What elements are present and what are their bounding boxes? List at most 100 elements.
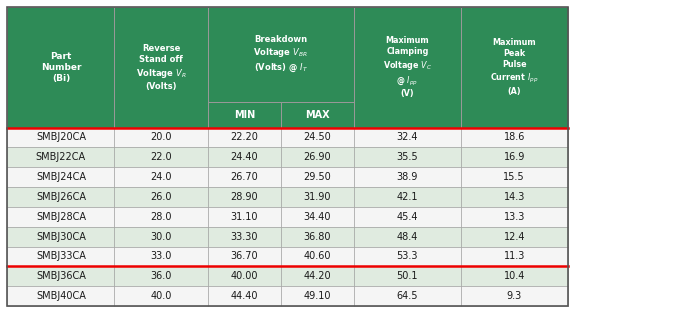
Bar: [281, 266, 354, 286]
Text: 49.10: 49.10: [304, 291, 331, 301]
Text: 35.5: 35.5: [397, 152, 418, 162]
Bar: [354, 167, 461, 187]
Bar: [461, 227, 567, 247]
Text: 42.1: 42.1: [397, 192, 418, 202]
Bar: [207, 127, 281, 147]
Text: 33.30: 33.30: [231, 232, 258, 242]
Bar: [207, 167, 281, 187]
Text: Maximum
Peak
Pulse
Current $I_{pp}$
(A): Maximum Peak Pulse Current $I_{pp}$ (A): [490, 38, 538, 96]
Text: 53.3: 53.3: [397, 251, 418, 261]
Text: 10.4: 10.4: [504, 271, 525, 281]
Bar: [354, 187, 461, 207]
Bar: [207, 187, 281, 207]
Text: 24.50: 24.50: [304, 132, 332, 142]
Text: SMBJ36CA: SMBJ36CA: [36, 271, 86, 281]
Bar: [115, 187, 207, 207]
Text: 31.90: 31.90: [304, 192, 331, 202]
Bar: [115, 247, 207, 266]
Bar: [7, 7, 115, 127]
Text: 31.10: 31.10: [231, 212, 258, 222]
Text: 24.40: 24.40: [231, 152, 258, 162]
Bar: [281, 127, 354, 147]
Text: 36.70: 36.70: [231, 251, 258, 261]
Bar: [7, 147, 115, 167]
Bar: [207, 147, 281, 167]
Bar: [281, 167, 354, 187]
Text: 28.0: 28.0: [151, 212, 172, 222]
Bar: [207, 266, 281, 286]
Bar: [354, 227, 461, 247]
Bar: [115, 167, 207, 187]
Text: 24.0: 24.0: [151, 172, 172, 182]
Text: 22.0: 22.0: [151, 152, 172, 162]
Text: 30.0: 30.0: [151, 232, 172, 242]
Bar: [281, 187, 354, 207]
Bar: [281, 207, 354, 227]
Bar: [7, 167, 115, 187]
Bar: [207, 7, 354, 102]
Bar: [354, 247, 461, 266]
Text: 36.0: 36.0: [151, 271, 172, 281]
Bar: [354, 127, 461, 147]
Text: 28.90: 28.90: [231, 192, 258, 202]
Text: SMBJ40CA: SMBJ40CA: [36, 291, 86, 301]
Text: 29.50: 29.50: [304, 172, 332, 182]
Bar: [7, 227, 115, 247]
Bar: [207, 286, 281, 306]
Bar: [207, 207, 281, 227]
Bar: [461, 207, 567, 227]
Text: 12.4: 12.4: [504, 232, 525, 242]
Text: SMBJ24CA: SMBJ24CA: [36, 172, 86, 182]
Bar: [7, 127, 115, 147]
Bar: [461, 187, 567, 207]
Text: 9.3: 9.3: [506, 291, 522, 301]
Bar: [281, 247, 354, 266]
Bar: [461, 147, 567, 167]
Bar: [7, 266, 115, 286]
Bar: [354, 7, 461, 127]
Bar: [115, 207, 207, 227]
Text: 20.0: 20.0: [151, 132, 172, 142]
Bar: [7, 7, 567, 306]
Text: Maximum
Clamping
Voltage $V_C$
@ $I_{pp}$
(V): Maximum Clamping Voltage $V_C$ @ $I_{pp}…: [383, 36, 432, 99]
Bar: [115, 227, 207, 247]
Text: MIN: MIN: [234, 110, 255, 120]
Bar: [461, 266, 567, 286]
Text: 32.4: 32.4: [397, 132, 418, 142]
Text: 14.3: 14.3: [504, 192, 525, 202]
Text: 45.4: 45.4: [397, 212, 418, 222]
Text: 26.70: 26.70: [231, 172, 258, 182]
Bar: [354, 286, 461, 306]
Text: 33.0: 33.0: [151, 251, 172, 261]
Text: 22.20: 22.20: [231, 132, 258, 142]
Text: 44.20: 44.20: [304, 271, 331, 281]
Bar: [115, 147, 207, 167]
Bar: [207, 247, 281, 266]
Text: 40.00: 40.00: [231, 271, 258, 281]
Bar: [281, 286, 354, 306]
Bar: [7, 247, 115, 266]
Bar: [281, 227, 354, 247]
Bar: [354, 207, 461, 227]
Bar: [461, 247, 567, 266]
Text: 40.0: 40.0: [151, 291, 172, 301]
Text: SMBJ22CA: SMBJ22CA: [36, 152, 86, 162]
Text: 40.60: 40.60: [304, 251, 331, 261]
Bar: [281, 147, 354, 167]
Bar: [7, 187, 115, 207]
Text: 38.9: 38.9: [397, 172, 418, 182]
Text: 15.5: 15.5: [504, 172, 525, 182]
Text: 11.3: 11.3: [504, 251, 525, 261]
Text: 48.4: 48.4: [397, 232, 418, 242]
Bar: [354, 147, 461, 167]
Bar: [207, 227, 281, 247]
Bar: [115, 286, 207, 306]
Text: 18.6: 18.6: [504, 132, 525, 142]
Text: 16.9: 16.9: [504, 152, 525, 162]
Text: SMBJ20CA: SMBJ20CA: [36, 132, 86, 142]
Text: SMBJ33CA: SMBJ33CA: [36, 251, 86, 261]
Text: SMBJ28CA: SMBJ28CA: [36, 212, 86, 222]
Bar: [115, 7, 207, 127]
Text: 26.0: 26.0: [151, 192, 172, 202]
Text: 44.40: 44.40: [231, 291, 258, 301]
